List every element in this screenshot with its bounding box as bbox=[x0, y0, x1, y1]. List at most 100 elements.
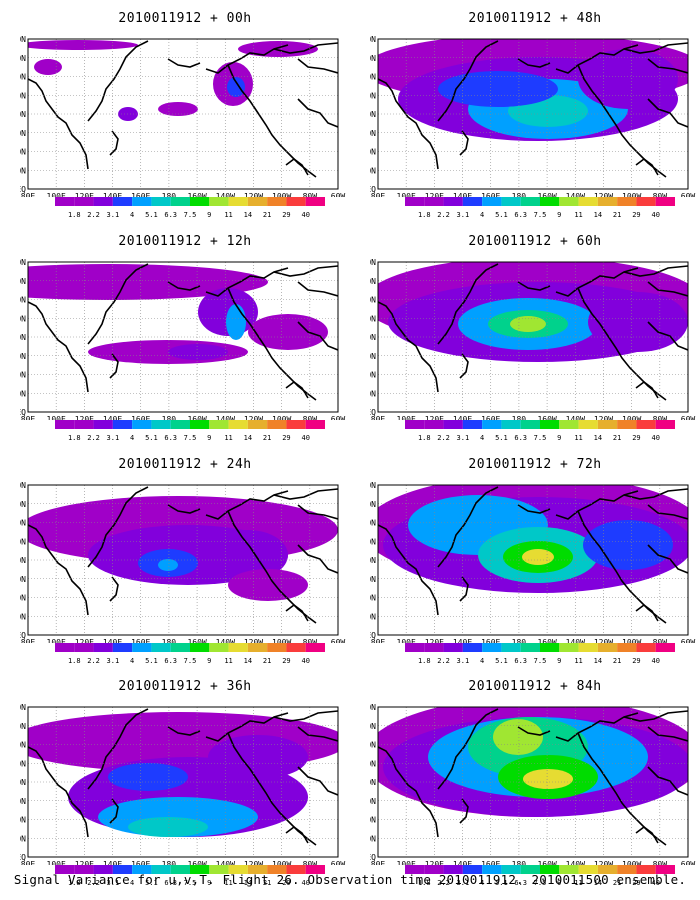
colorbar-swatch bbox=[597, 643, 618, 652]
map-svg: 80N 70N 60N 50N 40N 30N 20N 10N EQ80E 100E 120E 140… bbox=[20, 481, 345, 643]
lon-tick-label: 160W bbox=[187, 860, 206, 865]
colorbar-swatch bbox=[228, 865, 248, 874]
coastline bbox=[297, 544, 338, 574]
variance-map: 80N 70N 60N 50N 40N 30N 20N 10N EQ80E 100E 120E 140… bbox=[20, 703, 350, 865]
coastline bbox=[647, 766, 688, 796]
colorbar: 1.8 2.2 3.1 4 5.1 6.3 7.5 9 11 14 21 29 40 bbox=[55, 197, 325, 227]
coastline bbox=[273, 265, 338, 277]
variance-region bbox=[208, 530, 288, 580]
colorbar-swatch bbox=[112, 197, 133, 206]
coastline bbox=[555, 267, 639, 297]
variance-region bbox=[34, 59, 62, 75]
colorbar-label: 40 bbox=[301, 879, 309, 887]
colorbar-swatch bbox=[501, 197, 521, 206]
coastline bbox=[577, 510, 667, 624]
coastline bbox=[273, 42, 338, 54]
lat-tick-label: 10N bbox=[20, 166, 26, 175]
lon-tick-label: 100W bbox=[272, 415, 291, 420]
lat-tick-label: 30N bbox=[20, 129, 26, 138]
colorbar-label: 14 bbox=[244, 879, 252, 887]
colorbar-label: 40 bbox=[301, 211, 309, 219]
colorbar-swatch bbox=[247, 197, 268, 206]
lon-tick-label: 100E bbox=[397, 860, 416, 865]
coastline bbox=[285, 604, 309, 622]
lon-tick-label: 180 bbox=[512, 638, 527, 643]
colorbar-label: 3.1 bbox=[457, 211, 470, 219]
lon-tick-label: 140W bbox=[216, 638, 235, 643]
colorbar: 1.8 2.2 3.1 4 5.1 6.3 7.5 9 11 14 21 29 40 bbox=[405, 197, 675, 227]
coastline bbox=[227, 732, 317, 846]
panel-title: 2010011912 + 36h bbox=[118, 679, 252, 694]
colorbar-label: 3.1 bbox=[107, 657, 120, 665]
colorbar-swatch bbox=[55, 197, 75, 206]
colorbar-swatch bbox=[578, 643, 598, 652]
lat-tick-label: 10N bbox=[20, 612, 26, 621]
colorbar-label: 29 bbox=[632, 211, 640, 219]
lon-tick-label: 140W bbox=[216, 192, 235, 197]
colorbar-label: 2.2 bbox=[437, 657, 450, 665]
lat-tick-label: 10N bbox=[20, 834, 26, 843]
lat-tick-label: EQ bbox=[370, 185, 376, 194]
colorbar-swatch bbox=[424, 197, 444, 206]
colorbar-label: 4 bbox=[480, 434, 484, 442]
lon-tick-label: 120W bbox=[594, 860, 613, 865]
colorbar-swatch bbox=[112, 865, 133, 874]
colorbar-label: 2.2 bbox=[437, 211, 450, 219]
colorbar-swatch bbox=[578, 865, 598, 874]
lon-tick-label: 160W bbox=[187, 192, 206, 197]
lon-tick-label: 80W bbox=[653, 860, 668, 865]
colorbar-swatch bbox=[636, 197, 656, 206]
colorbar-swatch bbox=[520, 643, 540, 652]
lat-tick-label: 40N bbox=[370, 556, 376, 565]
colorbar-swatch bbox=[228, 643, 248, 652]
lat-tick-label: 50N bbox=[370, 91, 376, 100]
colorbar-label: 5.1 bbox=[145, 211, 158, 219]
colorbar-label: 40 bbox=[651, 657, 659, 665]
lon-tick-label: 120E bbox=[425, 860, 444, 865]
panel-title: 2010011912 + 24h bbox=[118, 457, 252, 472]
colorbar: 1.8 2.2 3.1 4 5.1 6.3 7.5 9 11 14 21 29 40 bbox=[55, 643, 325, 673]
lon-tick-label: 100E bbox=[397, 415, 416, 420]
coastline bbox=[437, 40, 499, 122]
coastline bbox=[87, 40, 149, 122]
colorbar-swatch bbox=[462, 643, 483, 652]
colorbar-swatch bbox=[597, 197, 618, 206]
colorbar-label: 3.1 bbox=[107, 211, 120, 219]
colorbar-swatch bbox=[559, 865, 579, 874]
colorbar-label: 9 bbox=[207, 211, 211, 219]
colorbar-label: 21 bbox=[613, 657, 621, 665]
colorbar-swatch bbox=[305, 420, 325, 429]
lon-tick-label: 80E bbox=[21, 415, 36, 420]
colorbar-label: 1.8 bbox=[418, 657, 431, 665]
coastline bbox=[647, 58, 688, 74]
colorbar-label: 6.3 bbox=[514, 434, 527, 442]
colorbar-swatch bbox=[74, 643, 94, 652]
lat-tick-label: 30N bbox=[20, 352, 26, 361]
lon-tick-label: 140W bbox=[566, 192, 585, 197]
lon-tick-label: 180 bbox=[512, 192, 527, 197]
colorbar-swatch bbox=[190, 197, 210, 206]
lon-tick-label: 140E bbox=[453, 192, 472, 197]
coastline bbox=[167, 504, 201, 514]
lon-tick-label: 100E bbox=[397, 638, 416, 643]
lon-tick-label: 160E bbox=[481, 638, 500, 643]
variance-region bbox=[583, 520, 673, 570]
lat-tick-label: 10N bbox=[370, 166, 376, 175]
coastline bbox=[437, 708, 499, 790]
colorbar-label: 14 bbox=[594, 657, 602, 665]
lon-tick-label: 120W bbox=[594, 415, 613, 420]
coastline bbox=[205, 267, 289, 297]
colorbar-label: 9 bbox=[557, 211, 561, 219]
coastline bbox=[437, 263, 499, 345]
coastline bbox=[623, 265, 688, 277]
lon-tick-label: 80E bbox=[371, 415, 386, 420]
colorbar-swatch bbox=[443, 197, 463, 206]
colorbar-label: 4 bbox=[480, 879, 484, 887]
lat-tick-label: 10N bbox=[370, 389, 376, 398]
coastline bbox=[635, 381, 659, 399]
lon-tick-label: 120E bbox=[75, 860, 94, 865]
colorbar-swatch bbox=[112, 420, 133, 429]
lat-tick-label: 40N bbox=[370, 778, 376, 787]
lon-tick-label: 160E bbox=[131, 192, 150, 197]
colorbar-swatch bbox=[74, 197, 94, 206]
